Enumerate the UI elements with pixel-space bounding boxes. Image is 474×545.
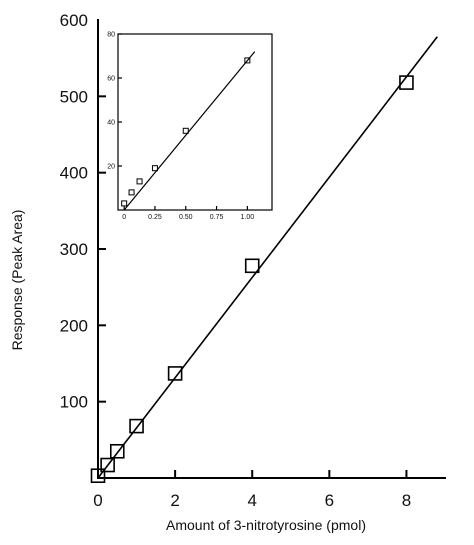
inset-data-point xyxy=(128,189,135,196)
inset-x-tick-label: 0.25 xyxy=(148,214,162,221)
inset-x-tick-label: 0.75 xyxy=(210,214,224,221)
main-y-tick-label: 100 xyxy=(60,393,88,412)
main-data-point xyxy=(167,366,183,381)
inset-data-point xyxy=(182,127,189,134)
main-data-point xyxy=(244,258,260,274)
main-y-tick-label: 400 xyxy=(60,164,88,183)
inset-fit-line xyxy=(123,51,256,211)
main-y-tick-label: 200 xyxy=(60,316,88,335)
main-fit-line xyxy=(97,36,438,479)
main-x-tick-label: 6 xyxy=(325,491,334,510)
inset-x-tick-label: 1.00 xyxy=(241,214,255,221)
inset-plot: 0 0.25 0.50 0.75 1.00 20 40 60 80 xyxy=(107,32,273,221)
main-y-tick-label: 600 xyxy=(60,11,88,30)
inset-data-point xyxy=(151,165,158,172)
main-x-tick-label: 0 xyxy=(93,491,102,510)
inset-y-tick-label: 40 xyxy=(107,120,115,127)
main-x-tick-label: 2 xyxy=(170,491,179,510)
x-axis-label: Amount of 3-nitrotyrosine (pmol) xyxy=(166,517,366,533)
inset-data-point xyxy=(121,200,128,207)
inset-y-tick-label: 60 xyxy=(107,76,115,83)
inset-y-tick-label: 80 xyxy=(107,32,115,39)
main-data-point xyxy=(129,418,144,434)
main-data-point xyxy=(399,75,414,90)
inset-x-tick-label: 0.50 xyxy=(179,214,193,221)
inset-y-tick-label: 20 xyxy=(107,164,115,171)
inset-data-point xyxy=(244,57,251,64)
main-x-tick-label: 4 xyxy=(247,491,256,510)
inset-x-tick-label: 0 xyxy=(122,214,126,221)
main-x-tick-label: 8 xyxy=(402,491,411,510)
inset-data-point xyxy=(136,178,143,185)
main-y-tick-label: 500 xyxy=(60,87,88,106)
main-y-tick-label: 300 xyxy=(60,240,88,259)
y-axis-label: Response (Peak Area) xyxy=(9,210,25,351)
main-data-point xyxy=(109,443,125,459)
main-data-point xyxy=(100,457,115,473)
